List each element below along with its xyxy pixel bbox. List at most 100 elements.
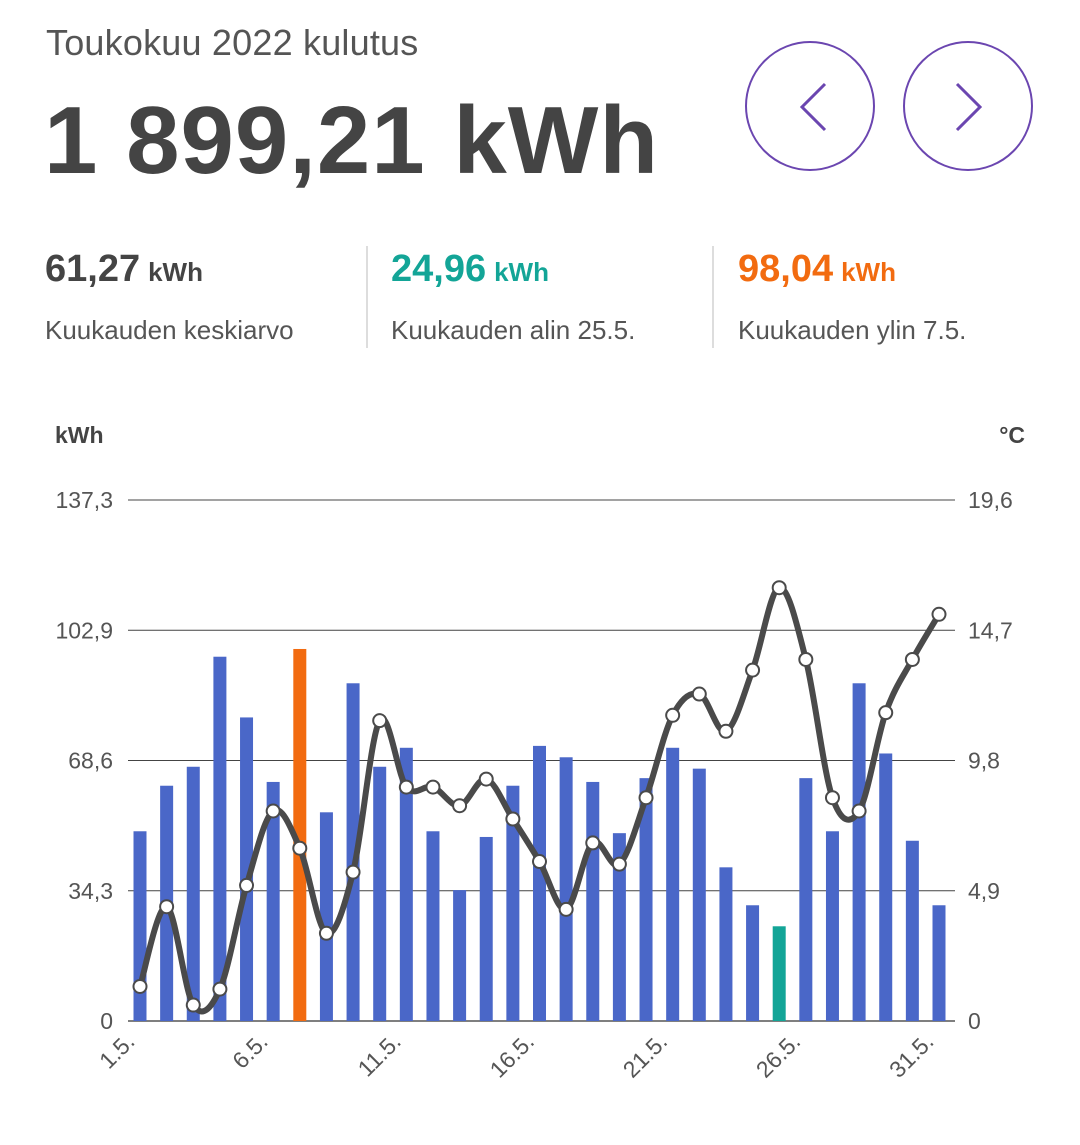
temperature-point bbox=[372, 713, 388, 729]
bar bbox=[905, 840, 919, 1021]
temperature-point bbox=[878, 705, 894, 721]
divider bbox=[712, 246, 714, 348]
temperature-point bbox=[425, 779, 441, 795]
left-tick-label: 0 bbox=[100, 1008, 113, 1034]
x-tick-label: 6.5. bbox=[227, 1028, 273, 1074]
temperature-point bbox=[638, 790, 654, 806]
bar bbox=[399, 747, 413, 1021]
temperature-point bbox=[691, 686, 707, 702]
bar bbox=[825, 831, 839, 1021]
bar bbox=[772, 926, 786, 1021]
left-axis-unit: kWh bbox=[55, 422, 104, 448]
temperature-point bbox=[665, 707, 681, 723]
bar bbox=[852, 683, 866, 1021]
temperature-point bbox=[478, 771, 494, 787]
x-tick-label: 21.5. bbox=[618, 1028, 673, 1083]
temperature-point bbox=[212, 981, 228, 997]
stat-minimum-label: Kuukauden alin 25.5. bbox=[391, 315, 636, 345]
x-tick-label: 11.5. bbox=[353, 1028, 406, 1081]
bar bbox=[799, 778, 813, 1021]
temperature-point bbox=[318, 925, 334, 941]
bar bbox=[506, 785, 520, 1021]
temperature-point bbox=[452, 798, 468, 814]
bar bbox=[240, 717, 254, 1021]
bar bbox=[453, 890, 467, 1021]
stat-minimum: 24,96 kWh Kuukauden alin 25.5. bbox=[391, 248, 635, 348]
bar bbox=[639, 778, 653, 1021]
stat-average: 61,27 kWh Kuukauden keskiarvo bbox=[45, 248, 294, 348]
right-tick-label: 4,9 bbox=[968, 878, 1000, 904]
temperature-point bbox=[345, 864, 361, 880]
temperature-point bbox=[239, 877, 255, 893]
bar bbox=[559, 757, 573, 1021]
x-tick-label: 16.5. bbox=[484, 1028, 539, 1083]
temperature-point bbox=[745, 662, 761, 678]
right-tick-label: 9,8 bbox=[968, 748, 1000, 774]
bar bbox=[373, 766, 387, 1021]
page-title: Toukokuu 2022 kulutus bbox=[46, 22, 419, 63]
bar bbox=[719, 867, 733, 1021]
temperature-point bbox=[505, 811, 521, 827]
temperature-point bbox=[718, 723, 734, 739]
left-tick-label: 137,3 bbox=[55, 487, 113, 513]
stat-maximum-label: Kuukauden ylin 7.5. bbox=[738, 315, 967, 345]
stat-average-value: 61,27 bbox=[45, 248, 141, 290]
bar bbox=[293, 648, 307, 1021]
right-tick-label: 19,6 bbox=[968, 487, 1013, 513]
previous-month-button[interactable] bbox=[745, 41, 875, 171]
bar bbox=[746, 905, 760, 1021]
right-tick-label: 14,7 bbox=[968, 617, 1013, 643]
temperature-point bbox=[798, 651, 814, 667]
bar bbox=[479, 836, 493, 1021]
stat-average-unit: kWh bbox=[148, 257, 203, 287]
stat-maximum-value: 98,04 bbox=[738, 248, 834, 290]
stat-average-label: Kuukauden keskiarvo bbox=[45, 315, 294, 345]
chevron-right-icon bbox=[955, 82, 983, 132]
stat-minimum-value: 24,96 bbox=[391, 248, 487, 290]
bar bbox=[426, 831, 440, 1021]
left-tick-label: 34,3 bbox=[68, 878, 113, 904]
right-tick-label: 0 bbox=[968, 1008, 981, 1034]
bar bbox=[346, 683, 360, 1021]
bar bbox=[186, 766, 200, 1021]
bar bbox=[319, 812, 333, 1021]
temperature-point bbox=[292, 840, 308, 856]
temperature-point bbox=[851, 803, 867, 819]
temperature-point bbox=[824, 790, 840, 806]
temperature-point bbox=[159, 899, 175, 915]
temperature-point bbox=[771, 580, 787, 596]
bar bbox=[586, 781, 600, 1021]
bar bbox=[879, 753, 893, 1021]
temperature-point bbox=[132, 978, 148, 994]
x-tick-label: 31.5. bbox=[884, 1028, 939, 1083]
temperature-point bbox=[611, 856, 627, 872]
stat-maximum-unit: kWh bbox=[841, 257, 896, 287]
right-axis-unit: °C bbox=[999, 422, 1025, 448]
x-tick-label: 26.5. bbox=[751, 1028, 806, 1083]
next-month-button[interactable] bbox=[903, 41, 1033, 171]
left-tick-label: 68,6 bbox=[68, 748, 113, 774]
x-tick-label: 1.5. bbox=[94, 1028, 140, 1074]
temperature-point bbox=[398, 779, 414, 795]
bar bbox=[692, 768, 706, 1021]
temperature-point bbox=[185, 997, 201, 1013]
stat-minimum-unit: kWh bbox=[494, 257, 549, 287]
temperature-point bbox=[931, 606, 947, 622]
temperature-point bbox=[585, 835, 601, 851]
bar bbox=[533, 745, 546, 1021]
bar bbox=[213, 656, 227, 1021]
bar bbox=[266, 781, 280, 1021]
divider bbox=[366, 246, 368, 348]
chevron-left-icon bbox=[799, 82, 827, 132]
bar bbox=[612, 833, 626, 1021]
temperature-point bbox=[904, 651, 920, 667]
temperature-point bbox=[532, 854, 547, 870]
total-consumption: 1 899,21 kWh bbox=[44, 87, 659, 194]
bar bbox=[666, 747, 680, 1021]
stat-maximum: 98,04 kWh Kuukauden ylin 7.5. bbox=[738, 248, 966, 348]
temperature-point bbox=[265, 803, 281, 819]
bar bbox=[932, 905, 946, 1021]
temperature-point bbox=[558, 901, 574, 917]
left-tick-label: 102,9 bbox=[55, 617, 113, 643]
consumption-chart: kWh °C 0 0 34,3 4,9 68,6 9,8 102,9 14,7 137,3 19,6 1… bbox=[55, 422, 1025, 1083]
